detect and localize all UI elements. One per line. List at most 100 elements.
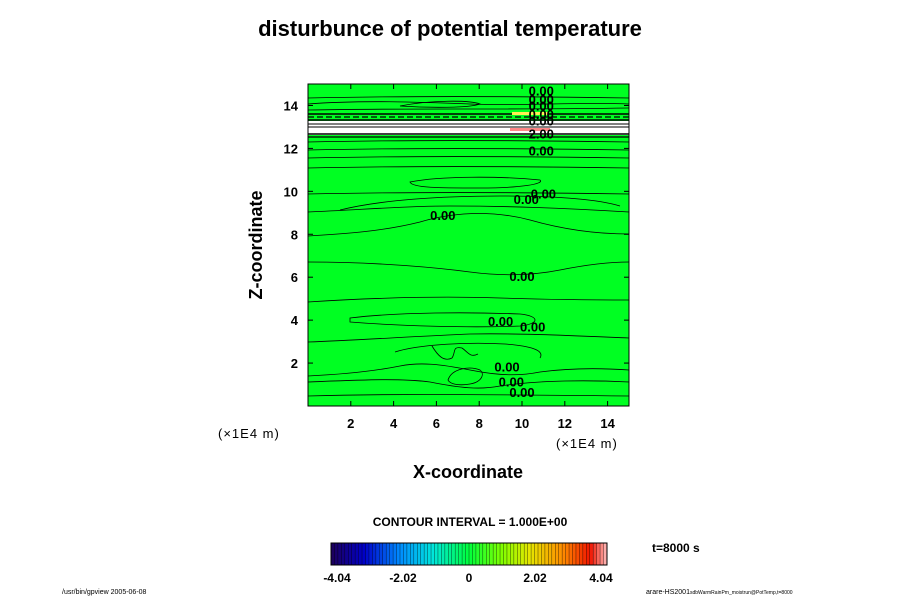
contour-labels: 0.000.000.000.000.002.000.000.000.000.00… <box>430 83 556 400</box>
colorbar-segment <box>348 543 352 565</box>
colorbar-tick-label: 0 <box>466 571 473 585</box>
colorbar-segment <box>431 543 435 565</box>
colorbar-segment <box>448 543 453 565</box>
contour-line <box>447 367 483 386</box>
colorbar-segment <box>506 543 511 565</box>
colorbar-segment <box>403 543 408 565</box>
contour-line <box>308 205 629 213</box>
colorbar-frame <box>330 542 608 566</box>
x-tick-label: 6 <box>433 416 440 431</box>
colorbar-segment <box>582 543 587 565</box>
colorbar-segment <box>469 543 473 565</box>
y-tick-label: 6 <box>291 270 298 285</box>
contour-line <box>308 333 629 343</box>
plot-area <box>308 84 629 406</box>
x-axis-label: X-coordinate <box>413 462 523 482</box>
contour-line <box>308 213 629 237</box>
colorbar-segment <box>500 543 504 565</box>
contour-line <box>308 166 629 169</box>
colorbar-tick-label: 4.04 <box>589 571 613 585</box>
colorbar-segment <box>455 543 459 565</box>
colorbar-segment <box>538 543 542 565</box>
contour-label: 0.00 <box>509 269 534 284</box>
colorbar-segment <box>382 543 387 565</box>
colorbar-segment <box>493 543 497 565</box>
colorbar-segment <box>562 543 566 565</box>
colorbar-segment <box>462 543 466 565</box>
contour-line <box>308 261 629 276</box>
contour-line <box>308 107 629 111</box>
colorbar-segment <box>575 543 580 565</box>
colorbar-segment <box>341 543 346 565</box>
contour-line <box>308 192 629 195</box>
colorbar-segment <box>331 543 335 565</box>
contour-label: 0.00 <box>531 186 556 201</box>
contour-line <box>308 140 629 143</box>
contour-line <box>394 342 542 359</box>
contour-label: 0.00 <box>529 92 554 107</box>
colorbar-segment <box>524 543 528 565</box>
contour-line <box>339 195 621 211</box>
contour-line <box>308 156 629 159</box>
colorbar-segment <box>362 543 366 565</box>
colorbar-segment <box>520 543 525 565</box>
colorbar-segment <box>513 543 518 565</box>
upper-band-white <box>308 121 629 135</box>
y-axis-label: Z-coordinate <box>246 190 266 299</box>
x-tick-label: 2 <box>347 416 354 431</box>
colorbar-segment <box>503 543 508 565</box>
colorbar-segment <box>375 543 380 565</box>
colorbar-segment <box>572 543 577 565</box>
colorbar-segment <box>406 543 411 565</box>
colorbar-segment <box>531 543 535 565</box>
colorbar-segment <box>596 543 601 565</box>
colorbar-segment <box>558 543 563 565</box>
footer-right: arare-HS2001sdbWarmRainPm_moistrun@PotTe… <box>646 589 793 596</box>
colorbar-tick-label: 2.02 <box>523 571 547 585</box>
contour-line <box>308 379 629 389</box>
y-axis: 2 4 6 8 10 12 14 <box>284 98 629 371</box>
colorbar-segment <box>482 543 487 565</box>
colorbar-segment <box>565 543 570 565</box>
colorbar-segment <box>379 543 384 565</box>
colorbar-segment <box>510 543 515 565</box>
contour-interval: CONTOUR INTERVAL = 1.000E+00 <box>373 515 568 529</box>
colorbar-segment <box>334 543 339 565</box>
colorbar-segment <box>579 543 584 565</box>
contour-line <box>308 296 629 303</box>
colorbar-segment <box>344 543 349 565</box>
colorbar-segment <box>465 543 470 565</box>
x-tick-label: 8 <box>476 416 483 431</box>
colorbar-segment <box>386 543 390 565</box>
colorbar-segment <box>368 543 373 565</box>
footer-left: /usr/bin/gpview 2005-06-08 <box>62 589 147 596</box>
colorbar-segment <box>479 543 484 565</box>
colorbar-segment <box>358 543 363 565</box>
contour-label: 0.00 <box>520 320 545 335</box>
contour-line <box>308 101 629 105</box>
colorbar <box>330 543 608 565</box>
y-tick-label: 10 <box>284 184 298 199</box>
contour-label: 0.00 <box>529 144 554 159</box>
time-label: t=8000 s <box>652 541 700 555</box>
colorbar-segment <box>489 543 494 565</box>
contour-label: 0.00 <box>529 113 554 128</box>
contour-line <box>308 96 629 99</box>
footer-right-main: arare-HS2001 <box>646 589 690 596</box>
colorbar-segment <box>569 543 573 565</box>
contour-label: 0.00 <box>494 359 519 374</box>
contour-label: 0.00 <box>514 192 539 207</box>
x-axis: 2 4 6 8 10 12 14 <box>347 84 616 431</box>
colorbar-segment <box>548 543 553 565</box>
colorbar-segment <box>551 543 556 565</box>
colorbar-segment <box>544 543 549 565</box>
colorbar-segment <box>434 543 439 565</box>
colorbar-segment <box>427 543 432 565</box>
contour-label: 0.00 <box>529 98 554 113</box>
contour-label: 0.00 <box>499 374 524 389</box>
colorbar-segment <box>472 543 477 565</box>
contour-line <box>308 363 629 377</box>
colorbar-segment <box>603 543 608 565</box>
colorbar-segment <box>400 543 404 565</box>
